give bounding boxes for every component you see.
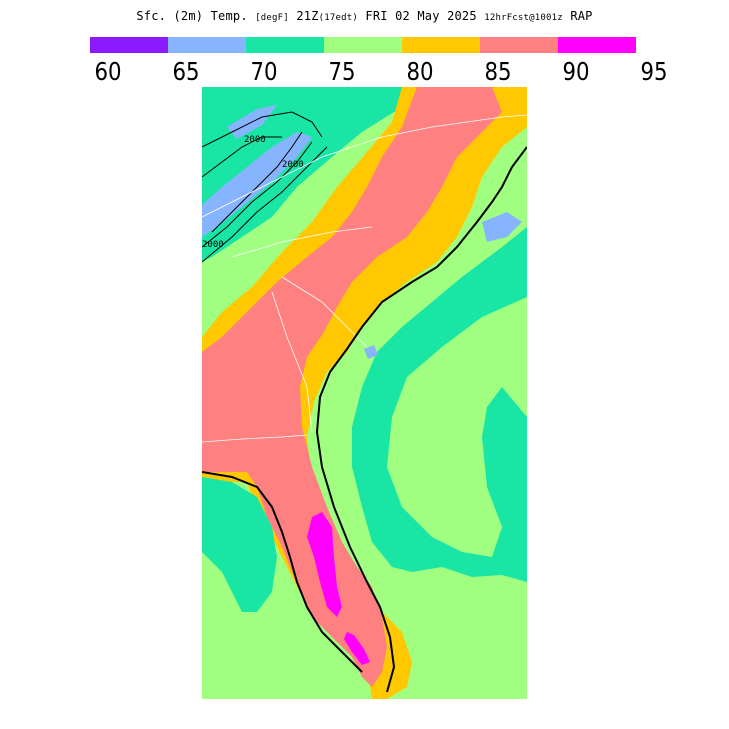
legend-tick-label: 75 xyxy=(328,57,356,86)
title-model: RAP xyxy=(570,9,593,23)
border-line xyxy=(202,434,308,443)
coastline xyxy=(202,146,527,693)
contour-line xyxy=(211,131,303,233)
legend-swatch-75-80 xyxy=(324,37,402,53)
color-legend xyxy=(90,37,636,53)
shade-85-90-main xyxy=(202,87,502,687)
title-fcst: 12hrFcst@1001z xyxy=(484,13,563,23)
border-line xyxy=(231,226,373,258)
contour-line xyxy=(202,146,328,263)
title-unit: [degF] xyxy=(255,13,289,23)
legend-tick-label: 80 xyxy=(406,57,434,86)
shade-70-75-ocean xyxy=(352,227,527,582)
shade-90-95-florida-core xyxy=(307,512,342,617)
shade-70-75-gulf xyxy=(202,477,277,612)
temperature-map: 2000 2000 2000 xyxy=(202,87,527,699)
shade-70-75-northwest xyxy=(202,87,402,262)
shade-90-95-florida-south xyxy=(344,632,370,665)
state-borders xyxy=(202,114,527,443)
title-time: 21Z xyxy=(296,9,319,23)
legend-tick-label: 70 xyxy=(250,57,278,86)
coast-line xyxy=(315,146,527,693)
terrain-contours xyxy=(202,111,328,263)
contour-label: 2000 xyxy=(202,240,224,250)
map-svg: 2000 2000 2000 xyxy=(202,87,527,699)
contour-label: 2000 xyxy=(244,135,266,145)
border-line xyxy=(271,291,313,433)
border-line xyxy=(202,114,527,218)
border-line xyxy=(281,276,368,348)
legend-swatch-65-70 xyxy=(168,37,246,53)
coast-line xyxy=(202,471,363,673)
shade-65-70-appalachians xyxy=(202,132,312,237)
contour-line xyxy=(202,136,282,178)
map-title: Sfc. (2m) Temp. [degF] 21Z(17edt) FRI 02… xyxy=(0,9,729,23)
contour-line xyxy=(202,141,313,248)
legend-tick-label: 65 xyxy=(172,57,200,86)
title-date: FRI 02 May 2025 xyxy=(365,9,477,23)
contour-label: 2000 xyxy=(282,160,304,170)
legend-tick-label: 95 xyxy=(640,57,668,86)
legend-swatch-90-95 xyxy=(558,37,636,53)
legend-tick-label: 60 xyxy=(94,57,122,86)
legend-swatch-60-65 xyxy=(90,37,168,53)
shade-65-70-ocean-patch xyxy=(482,212,522,242)
legend-ticks: 60 65 70 75 80 85 90 95 xyxy=(0,57,729,87)
legend-swatch-85-90 xyxy=(480,37,558,53)
legend-tick-label: 85 xyxy=(484,57,512,86)
legend-tick-label: 90 xyxy=(562,57,590,86)
title-local: (17edt) xyxy=(318,13,358,23)
shade-65-70-sc-patch xyxy=(364,345,378,359)
title-main: Sfc. (2m) Temp. xyxy=(136,9,248,23)
legend-swatch-70-75 xyxy=(246,37,324,53)
contour-line xyxy=(202,111,323,148)
legend-swatch-80-85 xyxy=(402,37,480,53)
